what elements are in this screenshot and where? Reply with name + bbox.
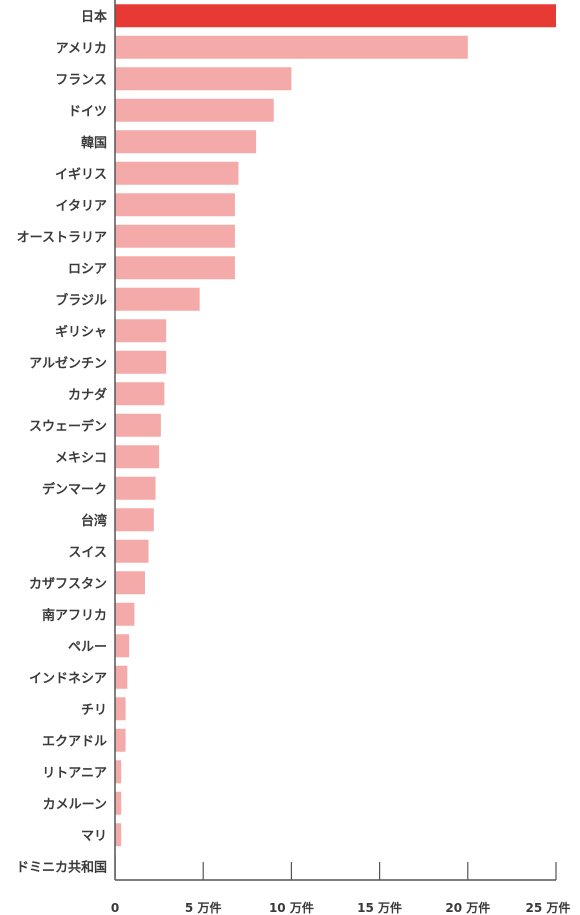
- category-label: ロシア: [68, 262, 107, 277]
- category-label: ギリシャ: [55, 324, 107, 340]
- bar-15: [115, 476, 156, 500]
- category-label: スイス: [68, 545, 107, 560]
- x-tick-label: 5 万件: [185, 900, 222, 915]
- x-tick-label: 25 万件: [526, 900, 571, 915]
- bar-10: [115, 319, 167, 343]
- category-label: インドネシア: [29, 671, 107, 686]
- category-label: ドミニカ共和国: [16, 859, 107, 875]
- bar-25: [115, 791, 122, 815]
- bar-9: [115, 287, 200, 311]
- category-label: ドイツ: [68, 104, 107, 119]
- bar-0: [115, 4, 556, 28]
- bar-4: [115, 130, 257, 154]
- category-label: マリ: [81, 829, 107, 844]
- category-label: イタリア: [56, 199, 107, 214]
- bar-13: [115, 413, 161, 437]
- category-label: 台湾: [81, 513, 107, 529]
- bar-14: [115, 445, 160, 469]
- category-label: スウェーデン: [29, 418, 107, 434]
- bar-group: [115, 4, 556, 878]
- bar-24: [115, 760, 122, 784]
- bar-12: [115, 382, 165, 406]
- x-tick-label: 15 万件: [357, 900, 402, 915]
- category-label: メキシコ: [55, 451, 107, 466]
- category-label: カナダ: [68, 387, 107, 403]
- category-label: リトアニア: [42, 766, 107, 781]
- category-label: フランス: [55, 73, 107, 88]
- bar-23: [115, 728, 126, 752]
- bar-19: [115, 602, 135, 626]
- category-label: ペルー: [68, 640, 107, 655]
- x-tick-label: 10 万件: [269, 900, 314, 915]
- bar-2: [115, 67, 292, 91]
- bar-22: [115, 697, 126, 721]
- category-label: アメリカ: [56, 41, 107, 56]
- category-label: アルゼンチン: [29, 355, 107, 371]
- bar-6: [115, 193, 235, 217]
- category-label: イギリス: [55, 166, 107, 182]
- category-label: チリ: [81, 703, 107, 718]
- bar-7: [115, 224, 235, 248]
- bar-17: [115, 539, 149, 563]
- bar-1: [115, 35, 468, 59]
- category-label: カメルーン: [43, 797, 107, 812]
- bar-26: [115, 823, 122, 847]
- bar-11: [115, 350, 167, 374]
- x-tick-label: 0: [111, 901, 119, 915]
- bar-20: [115, 634, 130, 658]
- bar-8: [115, 256, 235, 280]
- bar-16: [115, 508, 154, 532]
- bar-18: [115, 571, 145, 595]
- category-label: 韓国: [81, 135, 107, 151]
- bar-3: [115, 98, 274, 122]
- category-label: 南アフリカ: [42, 607, 107, 623]
- bar-21: [115, 665, 128, 689]
- category-label: エクアドル: [42, 734, 107, 749]
- x-tick-label: 20 万件: [445, 900, 490, 915]
- category-label: カザフスタン: [29, 577, 107, 592]
- x-tick-group: 0 5 万件 10 万件 15 万件 20 万件 25 万件: [111, 862, 571, 915]
- category-label: デンマーク: [42, 481, 107, 497]
- category-label-group: 日本アメリカフランスドイツ韓国イギリスイタリアオーストラリアロシアブラジルギリシ…: [16, 9, 107, 876]
- category-label: ブラジル: [55, 292, 107, 308]
- bar-5: [115, 161, 239, 185]
- category-label: 日本: [81, 9, 107, 25]
- category-label: オーストラリア: [17, 230, 107, 245]
